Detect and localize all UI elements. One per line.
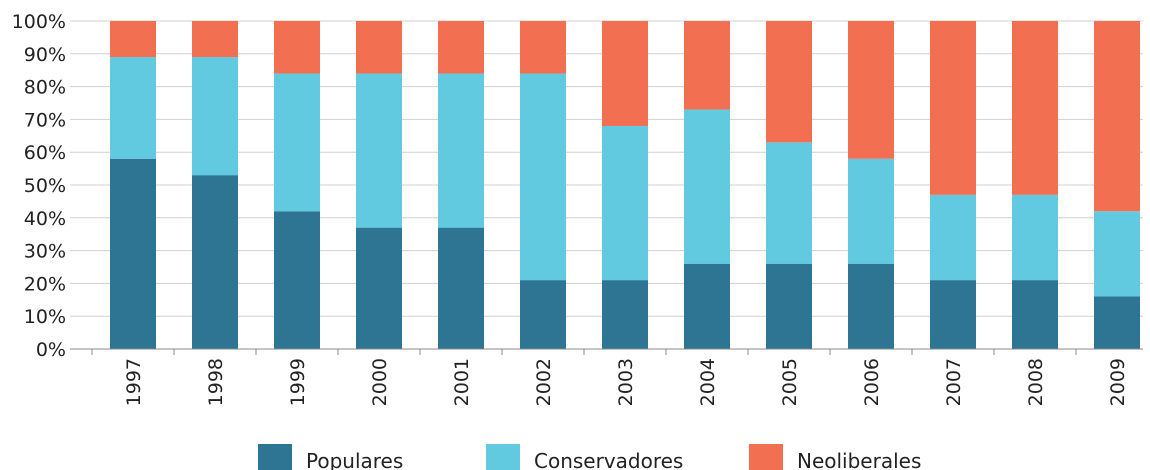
bar-populares-2002 bbox=[520, 280, 566, 349]
bar-populares-1997 bbox=[110, 158, 156, 349]
bar-neoliberales-2005 bbox=[766, 21, 812, 143]
bar-neoliberales-2008 bbox=[1012, 21, 1058, 195]
bar-conservadores-2000 bbox=[356, 73, 402, 228]
y-tick-label: 90% bbox=[24, 44, 66, 66]
bar-conservadores-1998 bbox=[192, 57, 238, 176]
legend-swatch-neoliberales bbox=[749, 444, 783, 470]
bar-populares-1999 bbox=[274, 211, 320, 349]
x-tick-label: 2001 bbox=[451, 358, 473, 406]
bar-populares-2008 bbox=[1012, 280, 1058, 349]
bar-neoliberales-1997 bbox=[110, 21, 156, 58]
bar-conservadores-2004 bbox=[684, 109, 730, 264]
x-tick-label: 1997 bbox=[123, 358, 145, 406]
x-tick-label: 2006 bbox=[861, 358, 883, 406]
bar-neoliberales-2001 bbox=[438, 21, 484, 74]
bar-conservadores-2003 bbox=[602, 125, 648, 281]
bar-conservadores-2001 bbox=[438, 73, 484, 228]
bar-populares-2007 bbox=[930, 280, 976, 349]
axes bbox=[70, 348, 1143, 355]
x-tick-label: 2008 bbox=[1025, 358, 1047, 406]
bar-populares-2005 bbox=[766, 263, 812, 349]
y-tick-label: 20% bbox=[24, 273, 66, 295]
y-tick-label: 80% bbox=[24, 77, 66, 99]
bar-populares-1998 bbox=[192, 175, 238, 349]
bar-populares-2003 bbox=[602, 280, 648, 349]
x-tick-label: 2005 bbox=[779, 358, 801, 406]
bar-populares-2001 bbox=[438, 227, 484, 349]
y-tick-label: 0% bbox=[36, 339, 66, 361]
bar-conservadores-2005 bbox=[766, 142, 812, 264]
bar-conservadores-2009 bbox=[1094, 211, 1140, 297]
x-tick-label: 1998 bbox=[205, 358, 227, 406]
y-tick-label: 40% bbox=[24, 208, 66, 230]
bar-conservadores-1997 bbox=[110, 57, 156, 159]
bar-neoliberales-2004 bbox=[684, 21, 730, 110]
x-tick-label: 2003 bbox=[615, 358, 637, 406]
y-tick-label: 30% bbox=[24, 241, 66, 263]
bar-neoliberales-2002 bbox=[520, 21, 566, 74]
x-tick-label: 2007 bbox=[943, 358, 965, 406]
y-tick-label: 100% bbox=[12, 11, 66, 33]
bar-populares-2000 bbox=[356, 227, 402, 349]
legend-swatch-conservadores bbox=[486, 444, 520, 470]
x-tick-label: 2000 bbox=[369, 358, 391, 406]
bar-conservadores-1999 bbox=[274, 73, 320, 212]
legend-swatch-populares bbox=[258, 444, 292, 470]
x-tick-label: 2004 bbox=[697, 358, 719, 406]
y-tick-labels: 0% 10% 20% 30% 40% 50% 60% 70% 80% 90% 100% bbox=[12, 11, 66, 361]
y-tick-label: 70% bbox=[24, 109, 66, 131]
bar-neoliberales-2000 bbox=[356, 21, 402, 74]
bar-populares-2004 bbox=[684, 263, 730, 349]
bar-neoliberales-2009 bbox=[1094, 21, 1140, 212]
x-tick-labels: 1997 1998 1999 2000 2001 2002 2003 2004 2005 2006… bbox=[123, 358, 1129, 406]
bar-populares-2006 bbox=[848, 263, 894, 349]
legend: Populares Conservadores Neoliberales bbox=[258, 444, 921, 470]
legend-label-neoliberales: Neoliberales bbox=[797, 449, 921, 470]
bar-populares-2009 bbox=[1094, 296, 1140, 349]
y-tick-label: 60% bbox=[24, 142, 66, 164]
legend-label-populares: Populares bbox=[306, 449, 403, 470]
bar-neoliberales-2003 bbox=[602, 21, 648, 126]
bar-conservadores-2007 bbox=[930, 194, 976, 281]
bar-conservadores-2002 bbox=[520, 73, 566, 281]
bar-neoliberales-1999 bbox=[274, 21, 320, 74]
legend-label-conservadores: Conservadores bbox=[534, 449, 683, 470]
x-tick-label: 2009 bbox=[1107, 358, 1129, 406]
y-tick-label: 50% bbox=[24, 175, 66, 197]
bar-conservadores-2008 bbox=[1012, 194, 1058, 281]
bar-neoliberales-2007 bbox=[930, 21, 976, 195]
bars bbox=[110, 21, 1140, 349]
x-tick-label: 2002 bbox=[533, 358, 555, 406]
bar-neoliberales-2006 bbox=[848, 21, 894, 159]
bar-neoliberales-1998 bbox=[192, 21, 238, 58]
x-tick-label: 1999 bbox=[287, 358, 309, 406]
y-tick-label: 10% bbox=[24, 306, 66, 328]
bar-conservadores-2006 bbox=[848, 158, 894, 264]
